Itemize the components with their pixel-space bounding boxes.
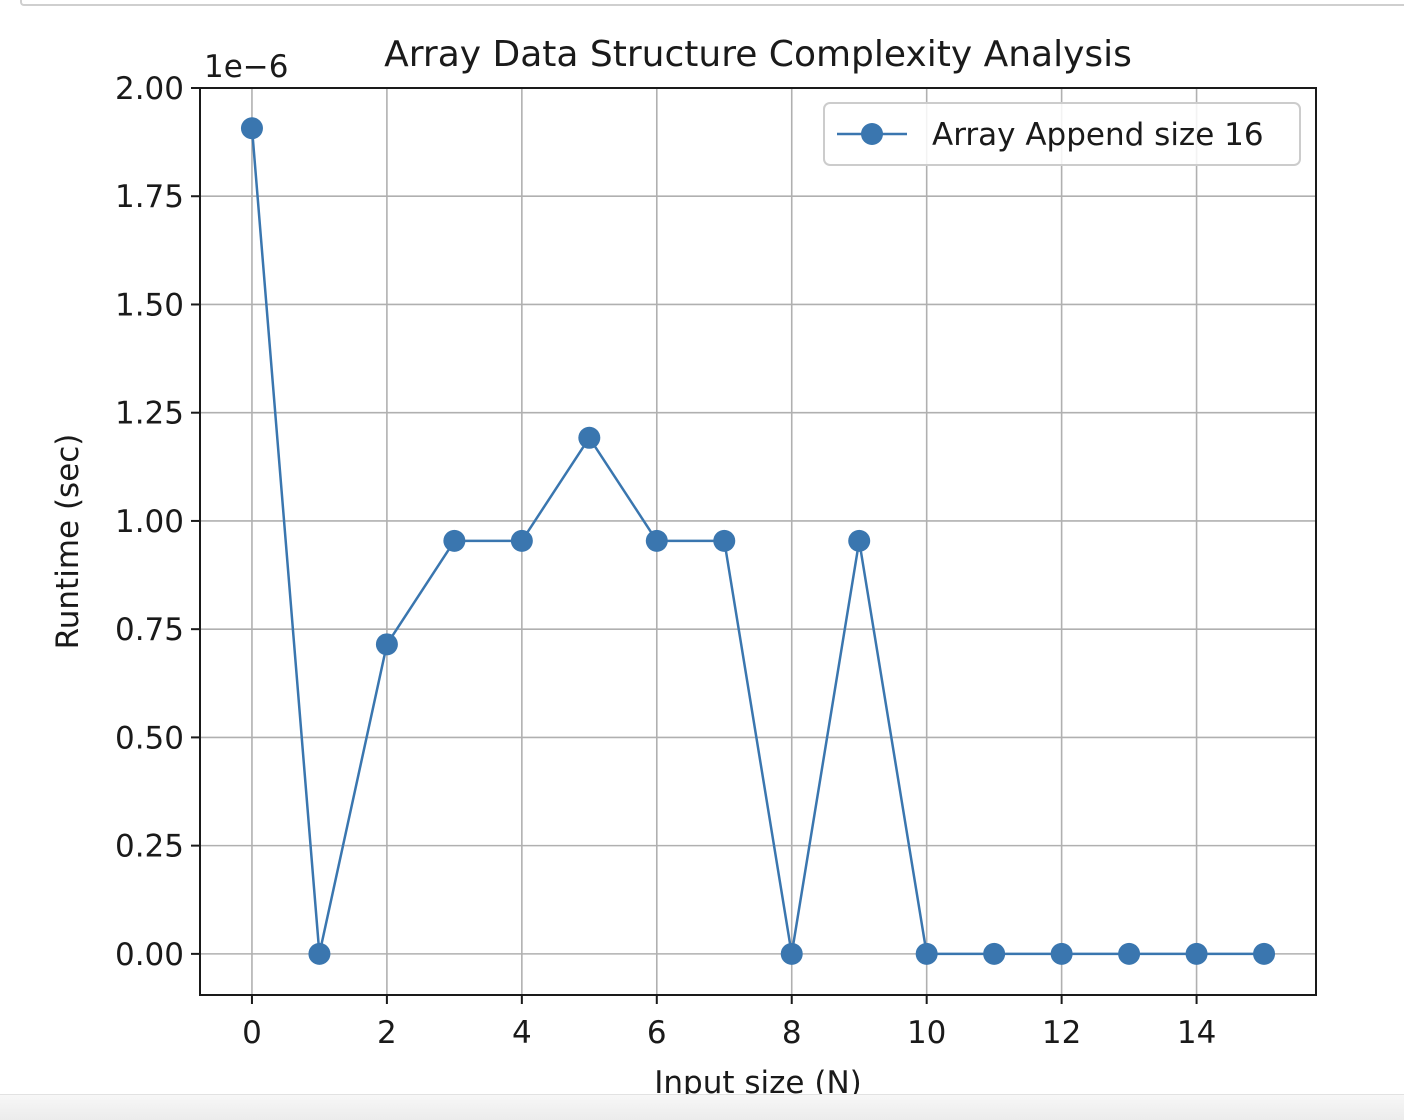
data-point <box>848 529 871 552</box>
legend-box <box>823 102 1301 166</box>
x-tick-label: 8 <box>782 1015 802 1051</box>
data-point <box>240 117 263 140</box>
y-axis-offset-label: 1e−6 <box>204 49 289 85</box>
y-tick-label: 0.75 <box>115 612 184 648</box>
legend-entry-label: Array Append size 16 <box>932 117 1264 153</box>
data-point <box>780 942 803 965</box>
x-tick-label: 6 <box>647 1015 667 1051</box>
plot-area-frame <box>199 87 1317 996</box>
series-layer <box>240 117 1276 965</box>
y-tick-label: 1.75 <box>115 179 184 215</box>
data-point <box>713 529 736 552</box>
data-point <box>375 633 398 656</box>
data-point <box>983 942 1006 965</box>
y-tick-label: 0.00 <box>115 937 184 973</box>
data-point <box>308 942 331 965</box>
y-tick-label: 1.50 <box>115 287 184 323</box>
data-point <box>1050 942 1073 965</box>
y-tick-label: 1.25 <box>115 396 184 432</box>
y-tick-label: 0.50 <box>115 720 184 756</box>
y-tick-label: 2.00 <box>115 71 184 107</box>
data-point <box>1185 942 1208 965</box>
data-point <box>915 942 938 965</box>
x-tick-label: 4 <box>512 1015 532 1051</box>
legend: Array Append size 16 <box>823 102 1301 166</box>
y-tick-label: 0.25 <box>115 829 184 865</box>
y-tick-label: 1.00 <box>115 504 184 540</box>
x-tick-label: 2 <box>377 1015 397 1051</box>
data-point <box>510 529 533 552</box>
x-tick-label: 12 <box>1042 1015 1081 1051</box>
x-tick-label: 0 <box>242 1015 262 1051</box>
chart-title: Array Data Structure Complexity Analysis <box>384 34 1132 75</box>
window-top-edge <box>20 0 1404 6</box>
window-bottom-edge <box>0 1094 1404 1120</box>
series-line <box>250 128 1264 956</box>
data-point <box>1118 942 1141 965</box>
data-point <box>1253 942 1276 965</box>
grid <box>200 87 1316 995</box>
x-tick-label: 14 <box>1177 1015 1216 1051</box>
x-tick-label: 10 <box>907 1015 946 1051</box>
legend-marker-swatch <box>861 123 883 145</box>
y-axis-label: Runtime (sec) <box>50 434 86 650</box>
data-point <box>645 529 668 552</box>
data-point <box>578 426 601 449</box>
data-point <box>443 529 466 552</box>
axes-ticks: 0 2 4 6 8 10 12 14 0.00 0.25 0.50 0.75 1.00 1.25 1.50 1… <box>115 71 1216 1051</box>
